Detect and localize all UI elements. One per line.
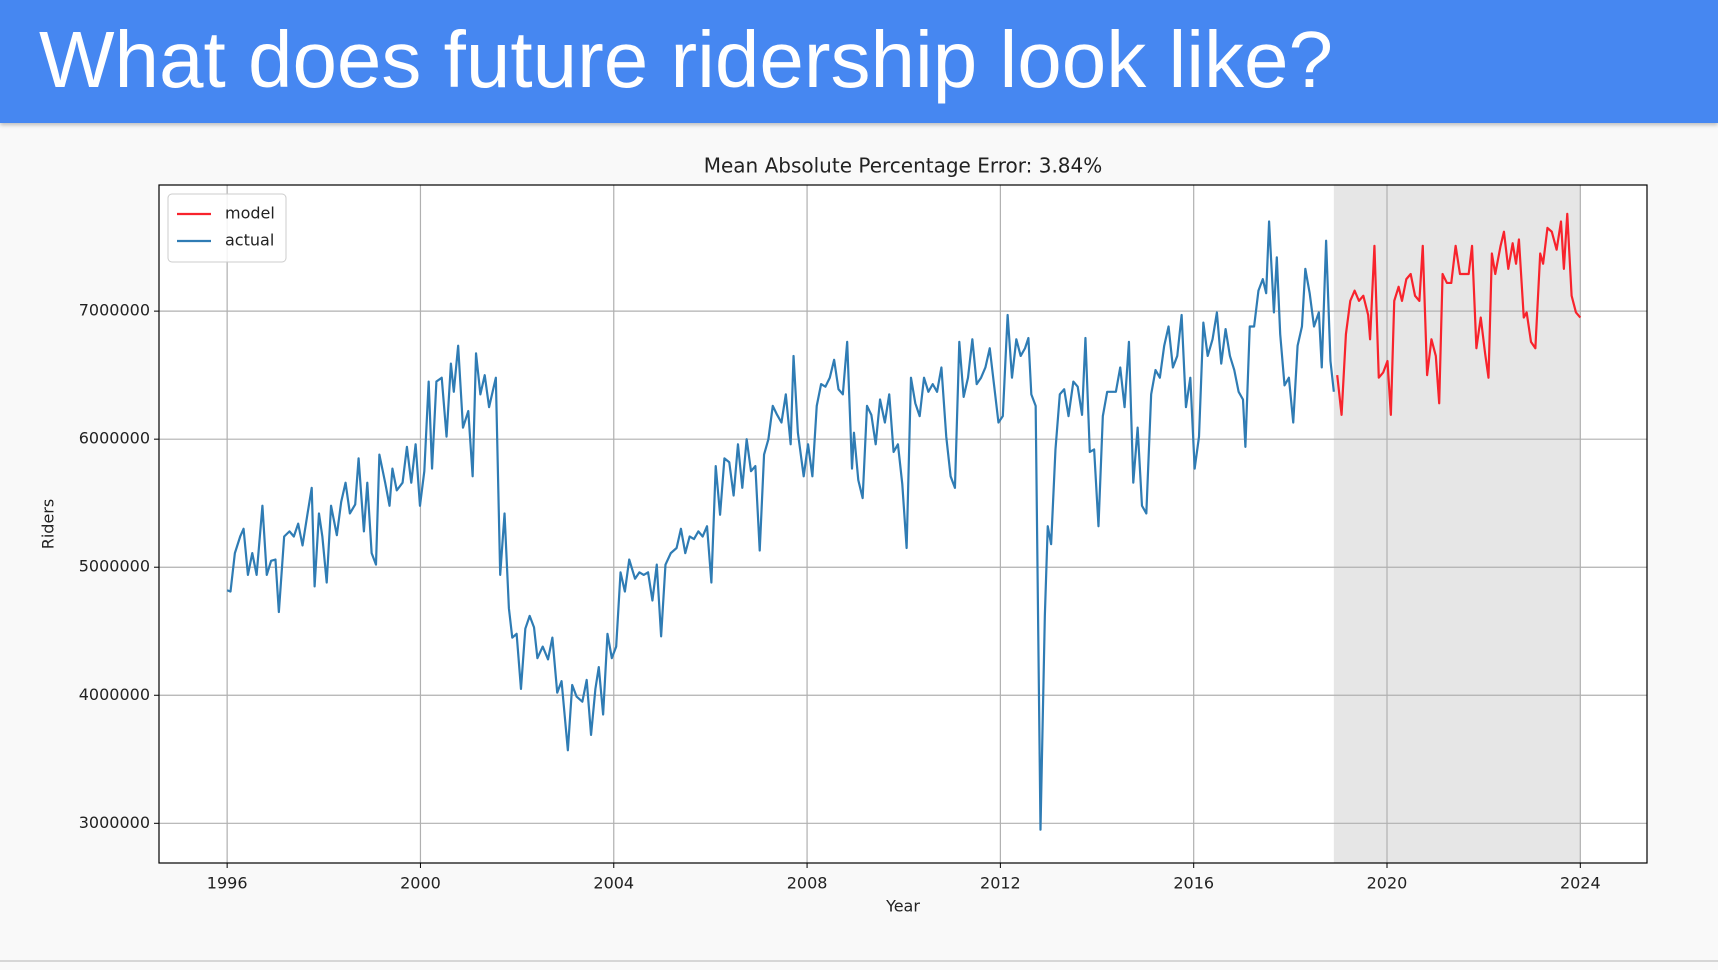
title-bar: What does future ridership look like? xyxy=(0,0,1718,123)
y-tick-label: 3000000 xyxy=(79,813,150,832)
shaded-span xyxy=(1333,185,1581,863)
x-tick-label: 2004 xyxy=(593,874,634,893)
y-tick-label: 5000000 xyxy=(79,557,150,576)
card-edge xyxy=(0,960,1718,962)
plot-frame xyxy=(158,184,1648,864)
x-tick-label: 2020 xyxy=(1367,874,1408,893)
chart-title: Mean Absolute Percentage Error: 3.84% xyxy=(704,154,1103,178)
slide-title: What does future ridership look like? xyxy=(39,15,1333,104)
legend-label: actual xyxy=(225,231,274,250)
series-line xyxy=(226,220,1335,831)
x-axis-label: Year xyxy=(885,897,920,916)
x-tick-label: 2024 xyxy=(1560,874,1601,893)
x-tick-label: 2008 xyxy=(787,874,828,893)
chart: Mean Absolute Percentage Error: 3.84% Ye… xyxy=(39,154,1648,916)
legend-box xyxy=(167,193,287,263)
legend-label: model xyxy=(225,204,275,223)
y-tick-label: 7000000 xyxy=(79,301,150,320)
series-line xyxy=(1336,212,1582,416)
x-tick-label: 2016 xyxy=(1173,874,1214,893)
y-tick-label: 4000000 xyxy=(79,685,150,704)
y-tick-label: 6000000 xyxy=(79,429,150,448)
x-tick-label: 1996 xyxy=(207,874,248,893)
x-tick-label: 2012 xyxy=(980,874,1021,893)
y-axis-label: Riders xyxy=(39,499,58,549)
legend: model actual xyxy=(167,193,287,263)
x-tick-label: 2000 xyxy=(400,874,441,893)
